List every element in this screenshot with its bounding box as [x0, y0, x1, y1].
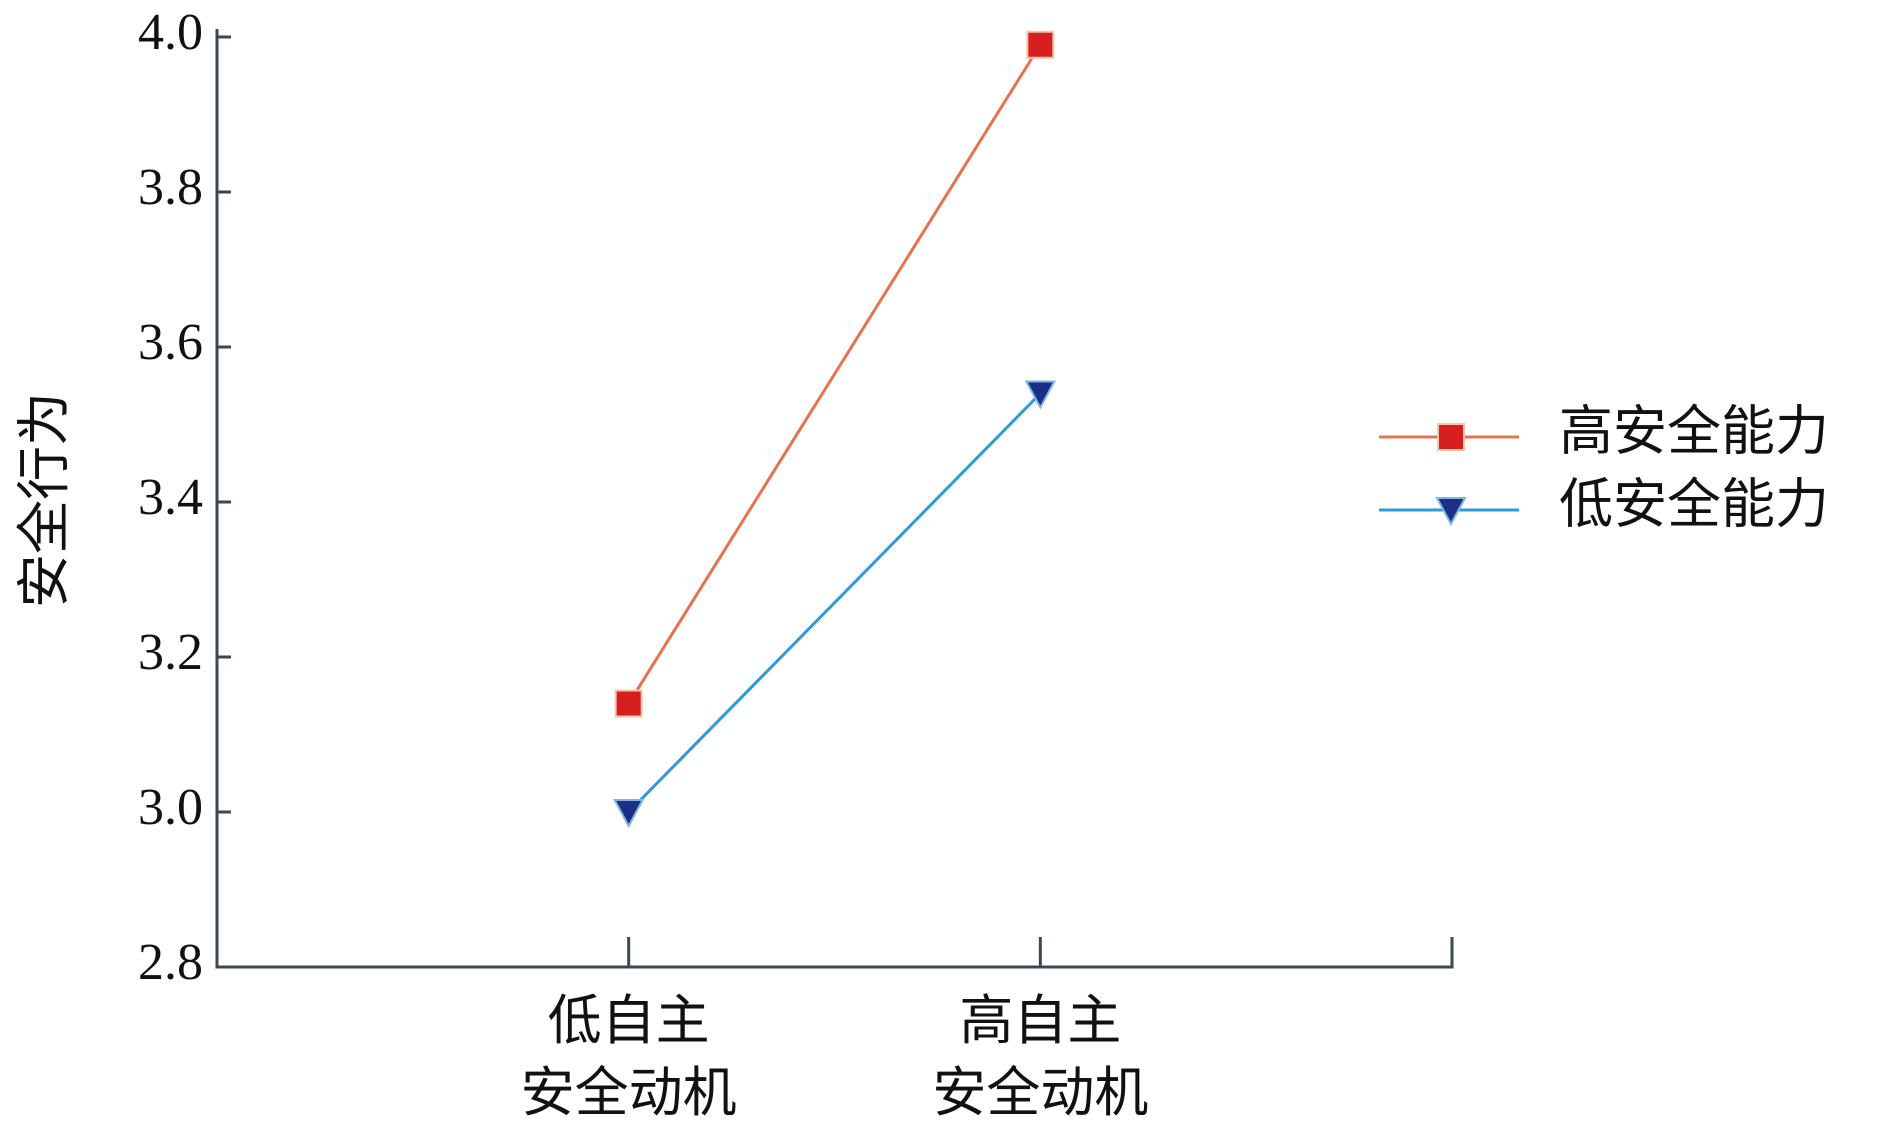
marker — [612, 799, 645, 829]
y-tick-label: 3.6 — [138, 314, 203, 371]
y-axis-label: 安全行为 — [14, 392, 74, 608]
marker — [614, 689, 643, 718]
series-line — [627, 392, 1042, 814]
y-tick-label: 4.0 — [138, 4, 203, 61]
marker — [1026, 30, 1055, 59]
y-tick-label: 3.0 — [138, 779, 203, 836]
x-tick-label: 高自主安全动机 — [932, 991, 1148, 1123]
series-line — [627, 43, 1042, 705]
y-tick-label: 3.2 — [138, 624, 203, 681]
legend-label: 低安全能力 — [1559, 474, 1829, 534]
y-tick-label: 2.8 — [138, 934, 203, 991]
x-tick-label: 低自主安全动机 — [521, 991, 737, 1123]
legend-marker — [1437, 423, 1465, 451]
y-tick-label: 3.8 — [138, 159, 203, 216]
marker — [1024, 380, 1057, 410]
y-tick-label: 3.4 — [138, 469, 203, 526]
legend-label: 高安全能力 — [1559, 401, 1829, 461]
legend-marker — [1435, 497, 1467, 527]
axis — [215, 29, 1454, 969]
